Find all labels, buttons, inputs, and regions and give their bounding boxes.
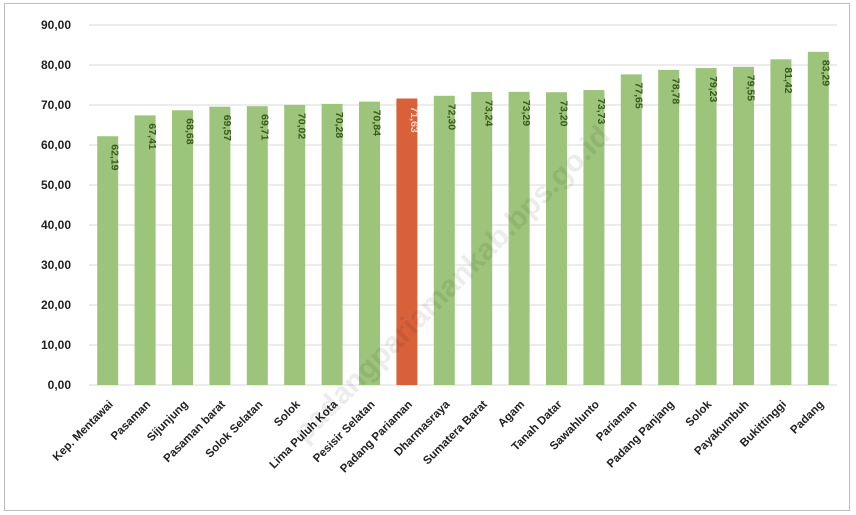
bar (396, 98, 418, 385)
data-label: 79,55 (745, 75, 757, 101)
y-tick-label: 70,00 (41, 98, 71, 112)
bar (172, 110, 193, 385)
data-label: 78,78 (670, 78, 682, 104)
bar (695, 68, 717, 385)
x-tick-label: Sumatera Barat (421, 399, 490, 468)
x-tick-label: Kep. Mentawai (51, 399, 116, 464)
data-label: 71,63 (408, 106, 420, 132)
bar (97, 136, 119, 385)
data-label: 73,73 (595, 98, 607, 124)
bar (546, 92, 567, 385)
bars (97, 51, 829, 386)
y-tick-label: 0,00 (48, 378, 72, 392)
data-label: 69,57 (221, 115, 233, 141)
y-tick-label: 10,00 (41, 338, 71, 352)
data-label: 77,65 (632, 82, 644, 108)
bar (284, 104, 306, 386)
bar (583, 90, 605, 385)
bar-chart: 0,00 10,00 20,00 30,00 40,00 50,00 60,00 70,00 8… (41, 18, 837, 475)
x-tick-label: Padang Panjang (605, 399, 677, 471)
bar (508, 91, 530, 385)
data-label: 79,23 (707, 76, 719, 102)
bar (321, 103, 343, 385)
bar (770, 59, 792, 385)
bar (733, 66, 754, 386)
data-label: 72,30 (445, 104, 457, 130)
x-tick-label: Padang Pariaman (338, 399, 415, 476)
bar (620, 74, 642, 386)
y-axis-ticks: 0,00 10,00 20,00 30,00 40,00 50,00 60,00 70,00 8… (41, 18, 71, 392)
data-label: 73,20 (558, 100, 570, 126)
data-label: 69,71 (258, 114, 270, 140)
bar (359, 101, 380, 385)
y-tick-label: 30,00 (41, 258, 71, 272)
y-tick-label: 60,00 (41, 138, 71, 152)
grid-lines (89, 24, 837, 386)
chart-frame: 0,00 10,00 20,00 30,00 40,00 50,00 60,00 70,00 8… (4, 3, 850, 511)
y-tick-label: 40,00 (41, 218, 71, 232)
bar (246, 106, 268, 385)
data-label: 70,02 (296, 113, 308, 139)
data-label: 73,29 (520, 100, 532, 126)
data-label: 73,24 (483, 100, 495, 126)
data-label: 68,68 (184, 118, 196, 144)
data-label: 67,41 (146, 123, 158, 149)
x-tick-label: Solok (684, 398, 715, 429)
data-label: 70,28 (333, 112, 345, 138)
y-tick-label: 80,00 (41, 58, 71, 72)
bar (209, 106, 231, 385)
x-tick-label: Padang (789, 399, 827, 437)
bar (471, 92, 493, 385)
bar (658, 69, 680, 385)
y-tick-label: 20,00 (41, 298, 71, 312)
data-labels: 62,19 67,41 68,68 69,57 69,71 70,02 70,28 70,84… (109, 60, 832, 171)
y-tick-label: 50,00 (41, 178, 71, 192)
bar (433, 95, 455, 386)
x-tick-label: Agam (496, 399, 527, 430)
y-tick-label: 90,00 (41, 18, 71, 32)
data-label: 70,84 (371, 110, 383, 136)
data-label: 83,29 (819, 60, 831, 86)
data-label: 62,19 (109, 144, 121, 170)
data-label: 81,42 (782, 67, 794, 93)
bar (134, 115, 156, 386)
bar (807, 51, 829, 386)
